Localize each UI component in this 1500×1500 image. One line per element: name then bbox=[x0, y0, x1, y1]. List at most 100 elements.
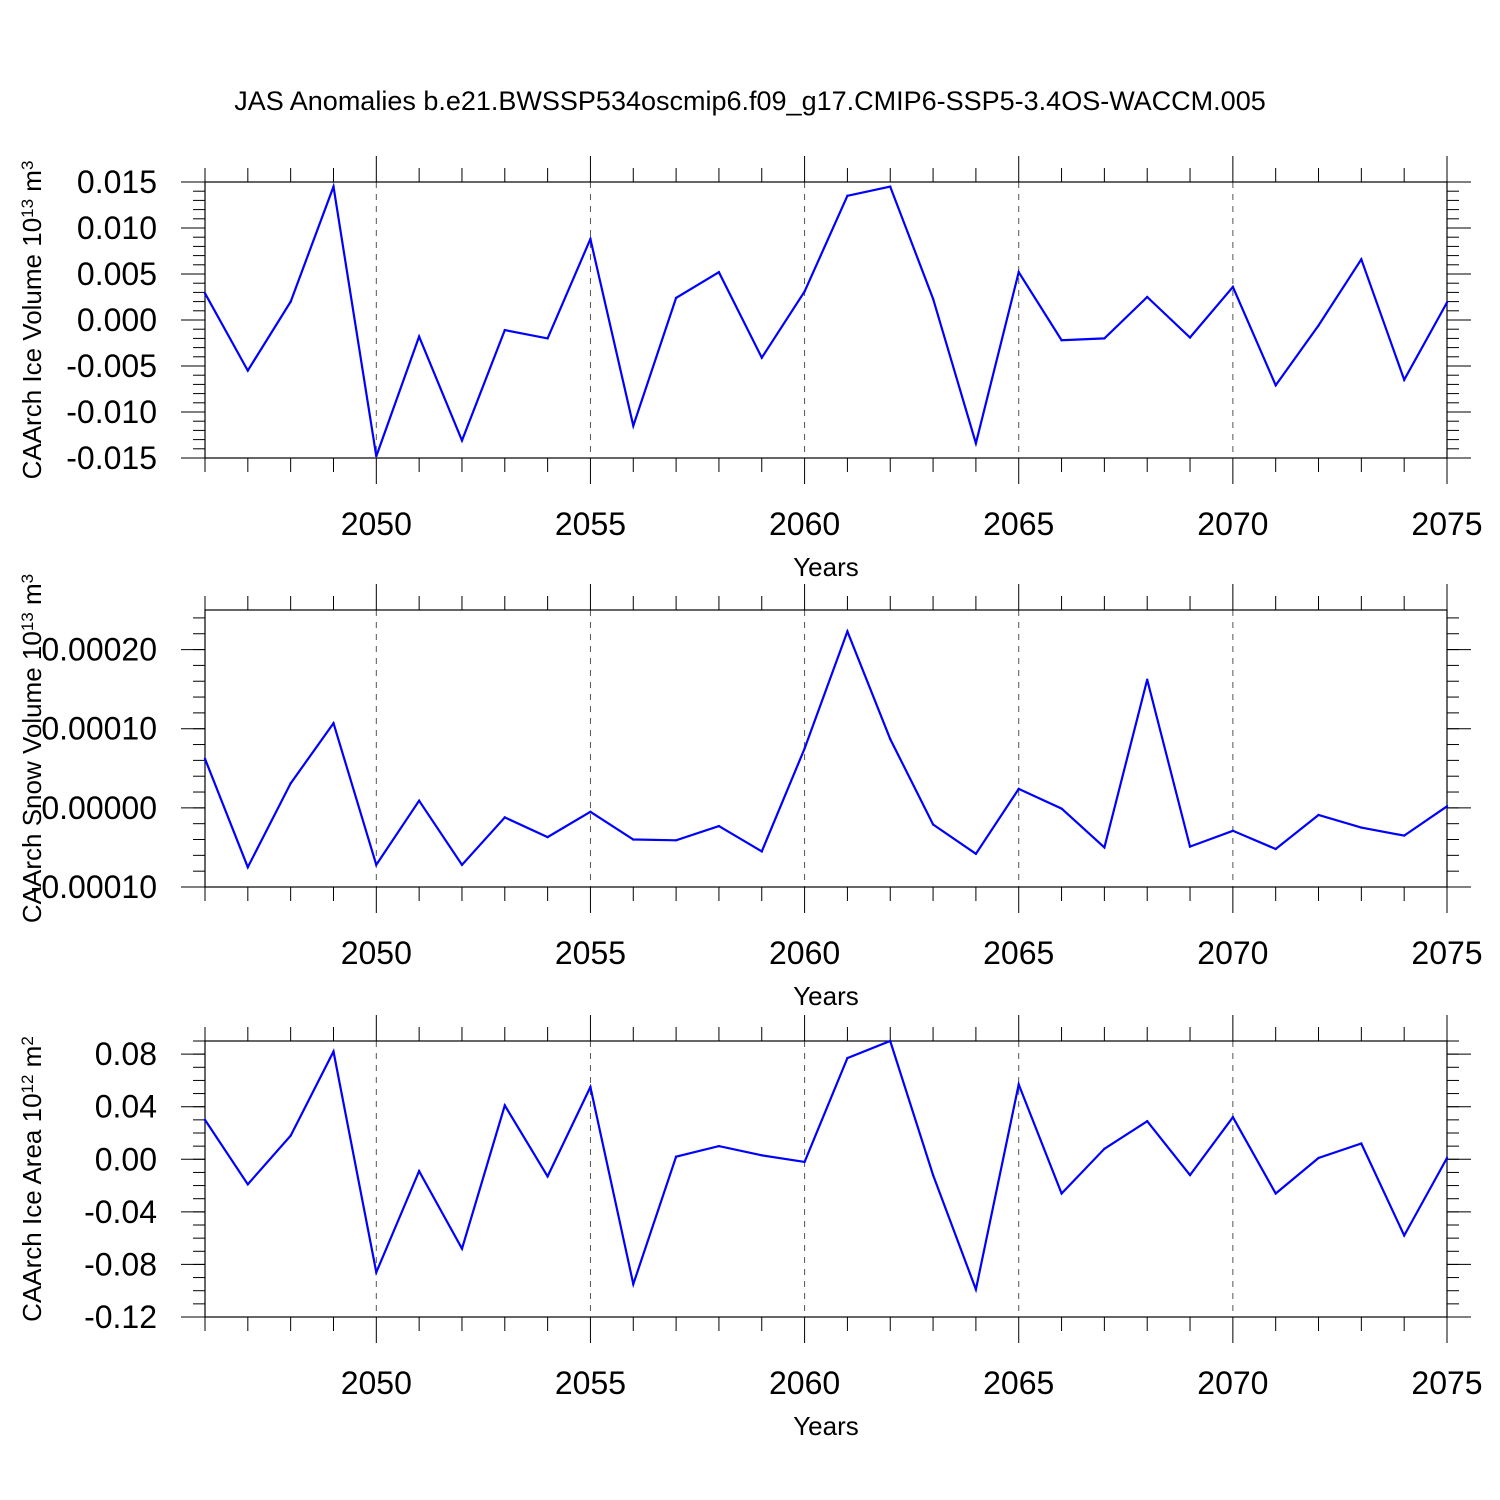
data-point bbox=[1360, 1142, 1363, 1145]
x-tick-label: 2075 bbox=[1411, 935, 1482, 971]
data-point bbox=[717, 824, 721, 828]
x-tick-label: 2050 bbox=[341, 935, 412, 971]
series-line bbox=[204, 182, 1448, 457]
data-point bbox=[1103, 337, 1106, 340]
data-point bbox=[246, 1183, 250, 1186]
y-axis-label-superscript: 3 bbox=[18, 161, 37, 170]
data-point bbox=[974, 442, 978, 445]
y-axis-label: CAArch Ice Volume 1013 m3 bbox=[17, 161, 47, 480]
y-axis-label-part: m bbox=[17, 583, 47, 612]
y-tick-label: 0.000 bbox=[77, 302, 157, 338]
data-point bbox=[1317, 324, 1320, 327]
data-point bbox=[546, 1175, 549, 1178]
data-point bbox=[589, 810, 592, 814]
data-point bbox=[717, 270, 721, 274]
data-point bbox=[203, 757, 207, 760]
data-point bbox=[674, 296, 678, 300]
data-point bbox=[546, 835, 549, 839]
y-axis-label-part: CAArch Ice Volume 10 bbox=[17, 218, 47, 480]
data-point bbox=[1402, 1234, 1406, 1237]
data-point bbox=[1017, 1083, 1020, 1086]
data-point bbox=[846, 1056, 849, 1060]
data-point bbox=[417, 335, 421, 338]
y-tick-label: -0.005 bbox=[66, 348, 157, 384]
data-point bbox=[1445, 805, 1449, 808]
data-point bbox=[1017, 787, 1020, 791]
data-point bbox=[289, 1134, 292, 1137]
data-point bbox=[931, 297, 935, 301]
x-tick-label: 2065 bbox=[983, 935, 1054, 971]
data-point bbox=[1188, 336, 1192, 339]
data-point bbox=[332, 185, 335, 188]
data-point bbox=[1317, 1156, 1320, 1160]
y-tick-label: 0.005 bbox=[77, 256, 157, 292]
y-tick-label: 0.00000 bbox=[41, 790, 157, 826]
data-point bbox=[717, 1144, 721, 1148]
data-point bbox=[760, 1154, 763, 1157]
x-tick-label: 2060 bbox=[769, 506, 840, 542]
x-tick-label: 2050 bbox=[341, 506, 412, 542]
data-point bbox=[1060, 807, 1063, 810]
data-point bbox=[1188, 1173, 1192, 1177]
y-tick-label: -0.12 bbox=[84, 1299, 157, 1335]
data-point bbox=[1103, 1147, 1106, 1150]
data-point bbox=[1317, 813, 1320, 817]
data-point bbox=[674, 1155, 678, 1158]
y-tick-label: -0.00010 bbox=[31, 869, 157, 905]
data-point bbox=[931, 1173, 935, 1177]
data-point bbox=[632, 1282, 635, 1286]
y-tick-label: -0.04 bbox=[84, 1194, 157, 1230]
y-tick-label: 0.00 bbox=[95, 1141, 157, 1177]
data-point bbox=[889, 1039, 892, 1043]
data-point bbox=[760, 850, 763, 853]
data-point bbox=[375, 1271, 378, 1274]
data-point bbox=[1274, 384, 1277, 387]
x-tick-label: 2055 bbox=[555, 935, 626, 971]
x-tick-label: 2070 bbox=[1197, 506, 1268, 542]
data-point bbox=[1188, 845, 1192, 848]
data-point bbox=[974, 1288, 978, 1291]
data-point bbox=[460, 1247, 464, 1250]
y-axis-label-part: m bbox=[17, 1046, 47, 1075]
data-point bbox=[1103, 846, 1106, 849]
data-point bbox=[632, 838, 635, 841]
plot-frame bbox=[204, 609, 1448, 888]
x-tick-label: 2070 bbox=[1197, 1365, 1268, 1401]
y-axis-label: CAArch Ice Area 1012 m2 bbox=[17, 1036, 47, 1322]
y-axis-label-superscript: 13 bbox=[18, 199, 37, 218]
data-point bbox=[803, 1160, 806, 1164]
y-axis-label-part: m bbox=[17, 170, 47, 199]
data-point bbox=[503, 1104, 506, 1107]
panels: -0.015-0.010-0.0050.0000.0050.0100.01520… bbox=[17, 156, 1483, 1441]
data-point bbox=[460, 863, 464, 867]
data-point bbox=[417, 799, 421, 802]
data-point bbox=[1402, 378, 1406, 381]
data-point bbox=[931, 823, 935, 826]
data-point bbox=[1445, 301, 1449, 304]
data-point bbox=[974, 852, 978, 855]
data-point bbox=[417, 1169, 421, 1173]
y-axis-label-superscript: 2 bbox=[18, 1036, 37, 1045]
x-tick-label: 2070 bbox=[1197, 935, 1268, 971]
y-axis-label-part: CAArch Ice Area 10 bbox=[17, 1093, 47, 1321]
x-tick-label: 2075 bbox=[1411, 506, 1482, 542]
x-tick-label: 2060 bbox=[769, 935, 840, 971]
data-point bbox=[1274, 847, 1277, 851]
series-line bbox=[204, 1039, 1448, 1294]
y-tick-label: -0.010 bbox=[66, 394, 157, 430]
x-tick-label: 2060 bbox=[769, 1365, 840, 1401]
plot-frame bbox=[204, 1040, 1448, 1318]
data-point bbox=[246, 369, 250, 372]
data-point bbox=[289, 782, 292, 785]
data-point bbox=[632, 424, 635, 427]
data-point bbox=[375, 454, 378, 458]
data-point bbox=[1017, 270, 1020, 274]
y-axis-label: CAArch Snow Volume 1013 m3 bbox=[17, 574, 47, 923]
data-point bbox=[1231, 285, 1235, 289]
data-point bbox=[589, 1085, 592, 1089]
data-point bbox=[674, 839, 678, 842]
x-axis-label: Years bbox=[793, 981, 859, 1011]
data-point bbox=[889, 737, 892, 741]
y-tick-label: -0.015 bbox=[66, 440, 157, 476]
